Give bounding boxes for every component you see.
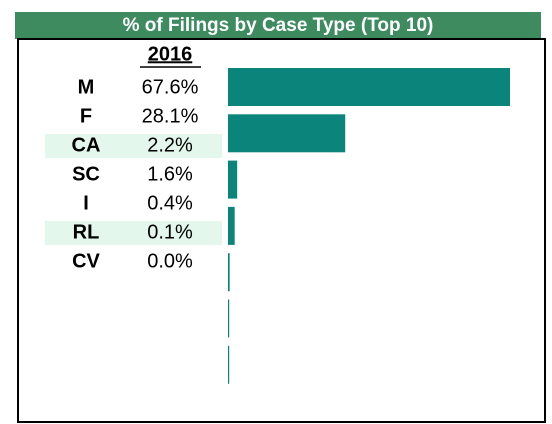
category-label: CV [72, 250, 100, 272]
value-label: 28.1% [142, 105, 199, 127]
value-label: 2.2% [147, 134, 193, 156]
value-label: 0.1% [147, 221, 193, 243]
value-label: 1.6% [147, 163, 193, 185]
bar [228, 299, 230, 338]
value-label: 0.4% [147, 192, 193, 214]
row-highlight [45, 221, 222, 245]
chart-title: % of Filings by Case Type (Top 10) [123, 15, 434, 36]
value-label: 0.0% [147, 250, 193, 272]
category-label: F [80, 105, 92, 127]
title-bar [15, 12, 541, 39]
chart-frame [17, 38, 546, 423]
bar [228, 206, 235, 245]
row-highlight [45, 134, 222, 158]
bar [228, 160, 238, 199]
value-label: 67.6% [142, 76, 199, 98]
category-label: RL [73, 221, 100, 243]
category-label: CA [72, 134, 101, 156]
category-label: M [78, 76, 95, 98]
bar [228, 68, 510, 106]
column-header: 2016 [148, 43, 193, 65]
bar [228, 114, 346, 153]
category-label: SC [72, 163, 100, 185]
bar [228, 253, 230, 292]
category-label: I [83, 192, 89, 214]
bar [228, 345, 230, 384]
